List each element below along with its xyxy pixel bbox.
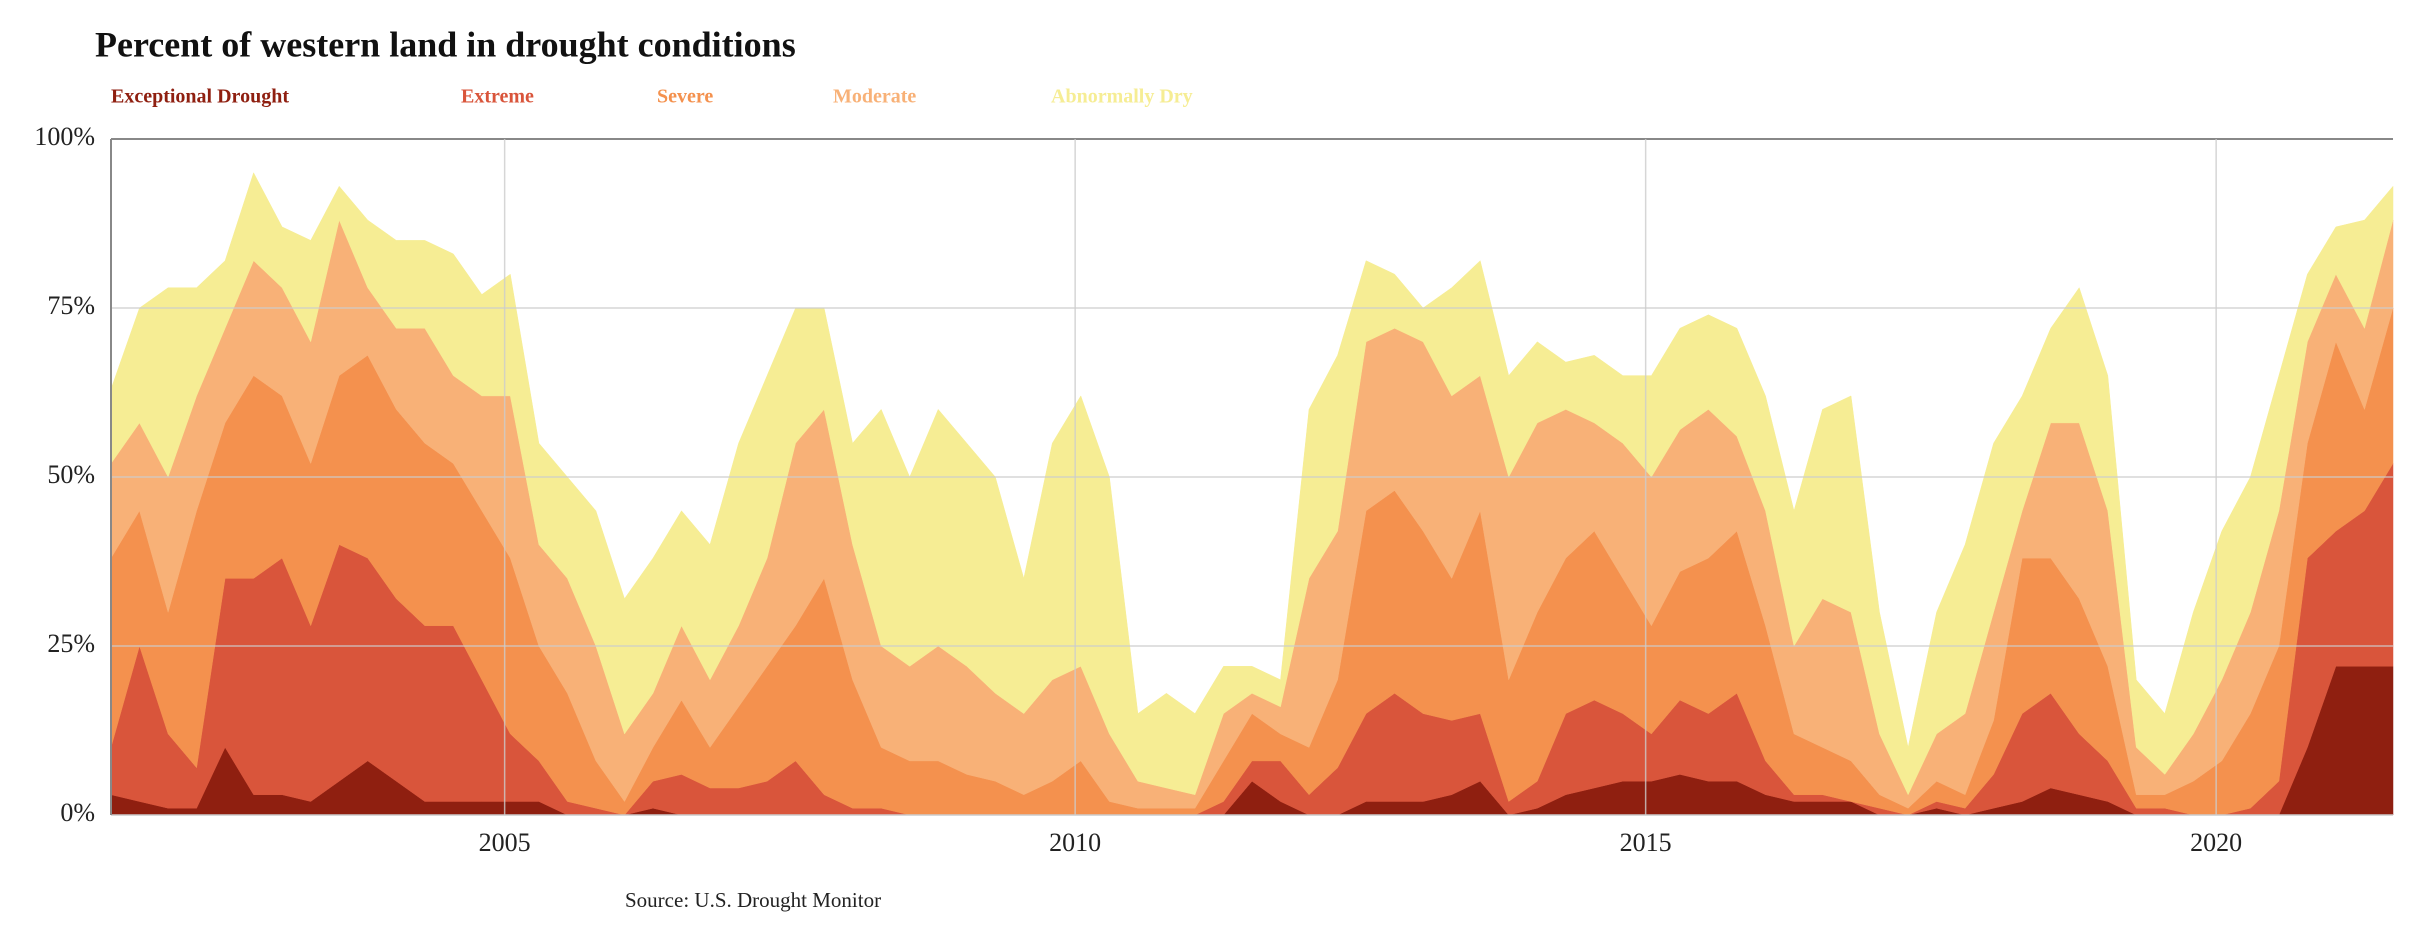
legend-label: Abnormally Dry [1051, 86, 1193, 108]
legend-label: Extreme [461, 86, 534, 108]
x-tick-label: 2015 [1620, 828, 1672, 857]
labels: 0% 25% 50% 75% 100% 2005 2010 2015 2020 Exception… [34, 86, 2242, 857]
legend-label: Exceptional Drought [111, 86, 289, 108]
source: Source: U.S. Drought Monitor [625, 888, 881, 912]
y-tick-label: 75% [47, 291, 95, 320]
y-tick-label: 50% [47, 460, 95, 489]
y-tick-label: 25% [47, 629, 95, 658]
x-tick-label: 2020 [2190, 828, 2242, 857]
plot-area [110, 172, 2394, 816]
legend-label: Severe [657, 86, 713, 108]
y-tick-label: 100% [34, 122, 95, 151]
x-tick-label: 2010 [1049, 828, 1101, 857]
chart-title: Percent of western land in drought condi… [95, 24, 796, 64]
area [110, 172, 2394, 796]
legend-label: Moderate [833, 86, 916, 108]
x-tick-label: 2005 [479, 828, 531, 857]
grid [110, 138, 2393, 816]
y-tick-label: 0% [60, 798, 95, 827]
